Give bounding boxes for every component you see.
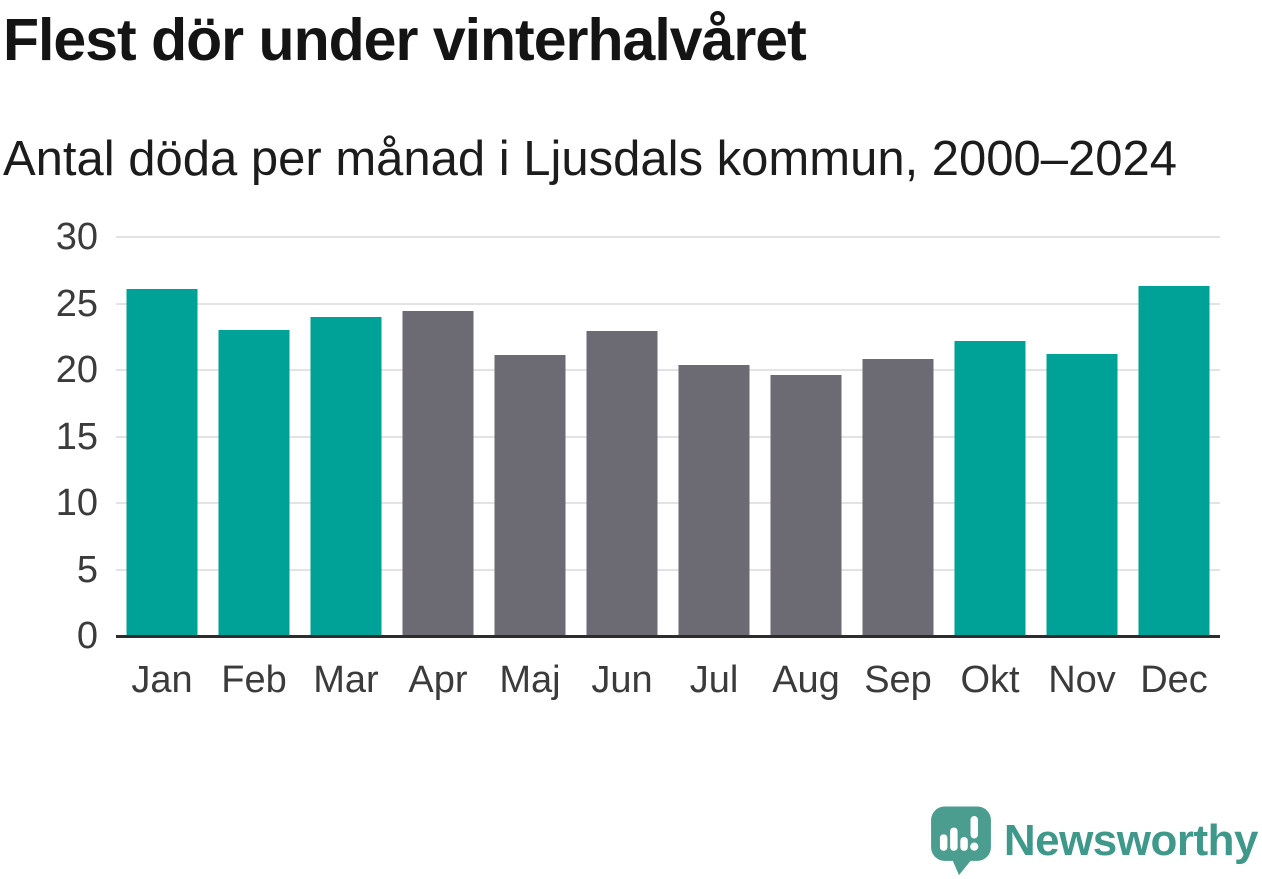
x-tick-label-jun: Jun: [591, 659, 653, 701]
band-dec: [1128, 237, 1220, 636]
band-feb: [208, 237, 300, 636]
y-tick-label-30: 30: [55, 216, 98, 258]
bar-dec: [1138, 286, 1210, 636]
band-jun: [576, 237, 668, 636]
gridline-25: [116, 302, 1220, 305]
logo-bar-2: [949, 827, 958, 851]
bar-apr: [402, 311, 474, 636]
bar-jul: [678, 364, 750, 636]
band-okt: [944, 237, 1036, 636]
newsworthy-logo-icon: [930, 806, 991, 876]
band-sep: [852, 237, 944, 636]
gridline-30: [116, 236, 1220, 238]
bar-nov: [1046, 354, 1118, 636]
x-axis-labels: Jan Feb Mar Apr Maj Jun Jul Aug Sep Okt Nov Dec: [116, 656, 1220, 706]
x-tick-label-feb: Feb: [221, 659, 287, 701]
logo-bar-1: [939, 834, 948, 851]
y-tick-label-15: 15: [55, 415, 98, 458]
bar-jan: [126, 288, 198, 636]
footer-logo: Newsworthy: [927, 805, 1259, 876]
x-tick-label-jan: Jan: [131, 659, 193, 701]
logo-bar-3: [960, 837, 968, 851]
bar-sep: [862, 359, 934, 636]
x-tick-label-mar: Mar: [313, 659, 379, 701]
brand-name: Newsworthy: [1003, 815, 1259, 865]
bar-maj: [494, 355, 566, 636]
x-tick-label-okt: Okt: [960, 659, 1020, 701]
band-maj: [484, 237, 576, 636]
x-axis-line: [116, 635, 1220, 638]
x-tick-label-sep: Sep: [864, 659, 932, 701]
chart-subtitle: Antal döda per månad i Ljusdals kommun, …: [3, 132, 1178, 186]
chart-title: Flest dör under vinterhalvåret: [3, 7, 807, 73]
x-tick-label-nov: Nov: [1048, 659, 1116, 701]
plot-area: [116, 236, 1220, 638]
band-mar: [300, 237, 392, 636]
x-tick-label-jul: Jul: [689, 659, 739, 701]
band-jul: [668, 237, 760, 636]
y-tick-label-0: 0: [76, 615, 98, 657]
gridline-10: [116, 502, 1220, 505]
gridline-5: [116, 568, 1220, 571]
gridline-20: [116, 369, 1220, 372]
logo-exclamation-bar: [970, 816, 978, 839]
gridline-15: [116, 435, 1220, 438]
bar-feb: [218, 330, 290, 636]
band-aug: [760, 237, 852, 636]
bar-aug: [770, 375, 842, 636]
x-tick-label-apr: Apr: [408, 659, 468, 701]
y-tick-label-10: 10: [55, 482, 98, 525]
y-tick-label-5: 5: [76, 548, 98, 591]
band-nov: [1036, 237, 1128, 636]
x-tick-label-aug: Aug: [772, 659, 840, 701]
bar-jun: [586, 331, 658, 636]
band-jan: [116, 237, 208, 636]
y-axis-labels: 0 5 10 15 20 25 30: [0, 216, 98, 657]
band-apr: [392, 237, 484, 636]
x-tick-label-dec: Dec: [1140, 659, 1208, 701]
bar-okt: [954, 340, 1026, 636]
bar-mar: [310, 316, 382, 636]
y-tick-label-25: 25: [55, 282, 98, 325]
x-tick-label-maj: Maj: [499, 659, 561, 701]
logo-exclamation-dot: [970, 842, 979, 851]
y-tick-label-20: 20: [55, 349, 98, 392]
